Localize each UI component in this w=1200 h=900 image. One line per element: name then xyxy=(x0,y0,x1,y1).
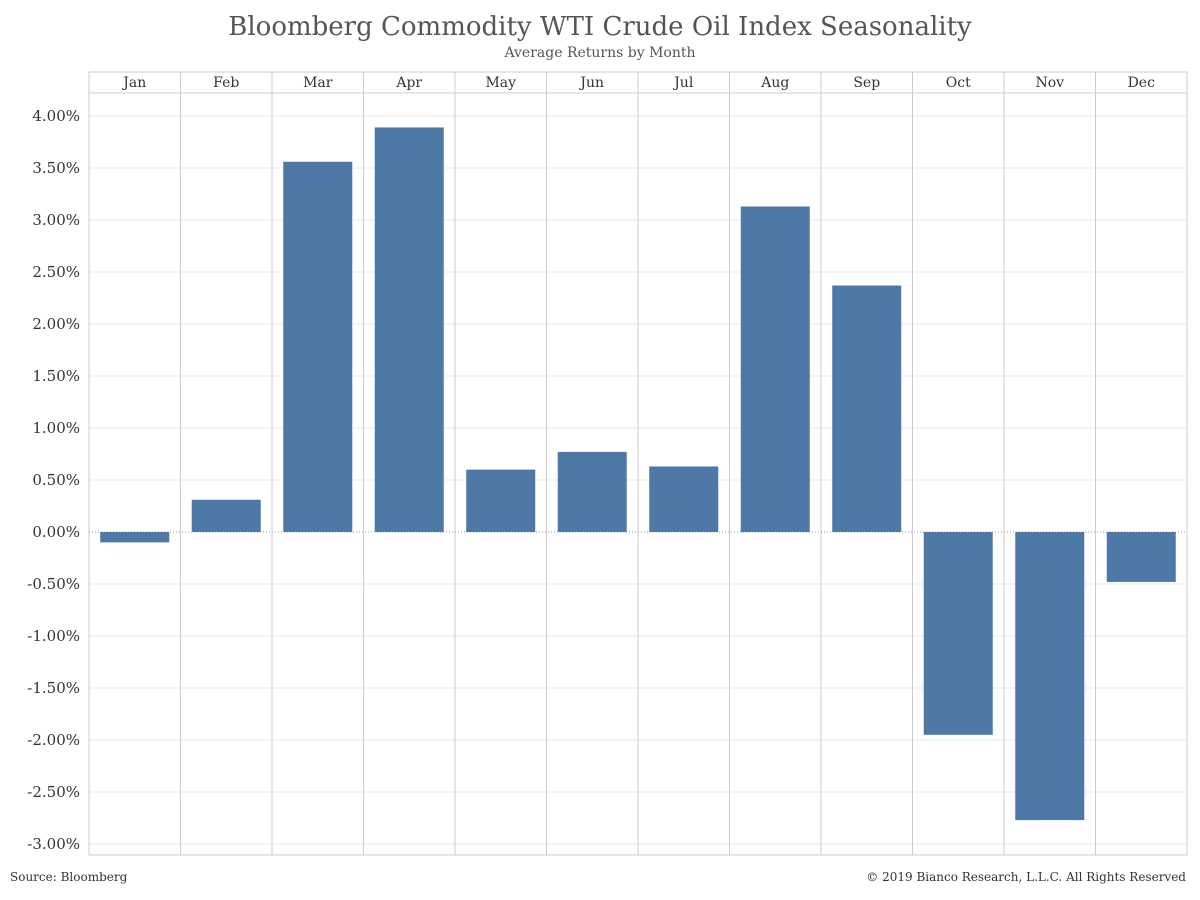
y-tick-label: -2.00% xyxy=(27,731,80,749)
category-label: Sep xyxy=(853,75,880,91)
y-tick-label: 3.00% xyxy=(32,211,80,229)
category-label: Feb xyxy=(213,75,239,91)
copyright-note: © 2019 Bianco Research, L.L.C. All Right… xyxy=(866,870,1186,884)
y-tick-label: 3.50% xyxy=(32,159,80,177)
bar-oct xyxy=(923,532,993,735)
category-label: Apr xyxy=(395,75,422,91)
bar-sep xyxy=(832,285,902,532)
y-tick-label: -0.50% xyxy=(27,575,80,593)
category-label: Jun xyxy=(578,75,604,91)
y-tick-label: -1.50% xyxy=(27,679,80,697)
category-label: May xyxy=(485,75,516,91)
bar-nov xyxy=(1015,532,1085,821)
bar-aug xyxy=(740,206,810,533)
bar-feb xyxy=(191,499,261,532)
bar-mar xyxy=(283,161,353,532)
y-tick-label: -2.50% xyxy=(27,783,80,801)
y-tick-label: 4.00% xyxy=(32,107,80,125)
y-tick-label: 2.50% xyxy=(32,263,80,281)
y-tick-label: 0.50% xyxy=(32,471,80,489)
y-tick-label: -1.00% xyxy=(27,627,80,645)
y-tick-label: -3.00% xyxy=(27,835,80,853)
bar-may xyxy=(466,469,536,532)
bar-dec xyxy=(1106,532,1176,582)
y-tick-label: 0.00% xyxy=(32,523,80,541)
bar-jan xyxy=(100,532,170,543)
category-label: Nov xyxy=(1035,75,1064,91)
bar-apr xyxy=(374,127,444,532)
category-label: Mar xyxy=(303,75,333,91)
category-label: Jan xyxy=(121,75,146,91)
y-tick-label: 1.00% xyxy=(32,419,80,437)
category-label: Jul xyxy=(672,75,694,91)
category-label: Oct xyxy=(946,75,971,91)
chart-subtitle: Average Returns by Month xyxy=(504,45,696,61)
bar-jul xyxy=(649,466,719,532)
category-label: Aug xyxy=(760,75,789,91)
chart-title: Bloomberg Commodity WTI Crude Oil Index … xyxy=(228,12,972,42)
y-tick-label: 2.00% xyxy=(32,315,80,333)
category-label: Dec xyxy=(1128,75,1156,91)
bar-jun xyxy=(557,451,627,532)
y-tick-label: 1.50% xyxy=(32,367,80,385)
source-note: Source: Bloomberg xyxy=(10,870,128,884)
